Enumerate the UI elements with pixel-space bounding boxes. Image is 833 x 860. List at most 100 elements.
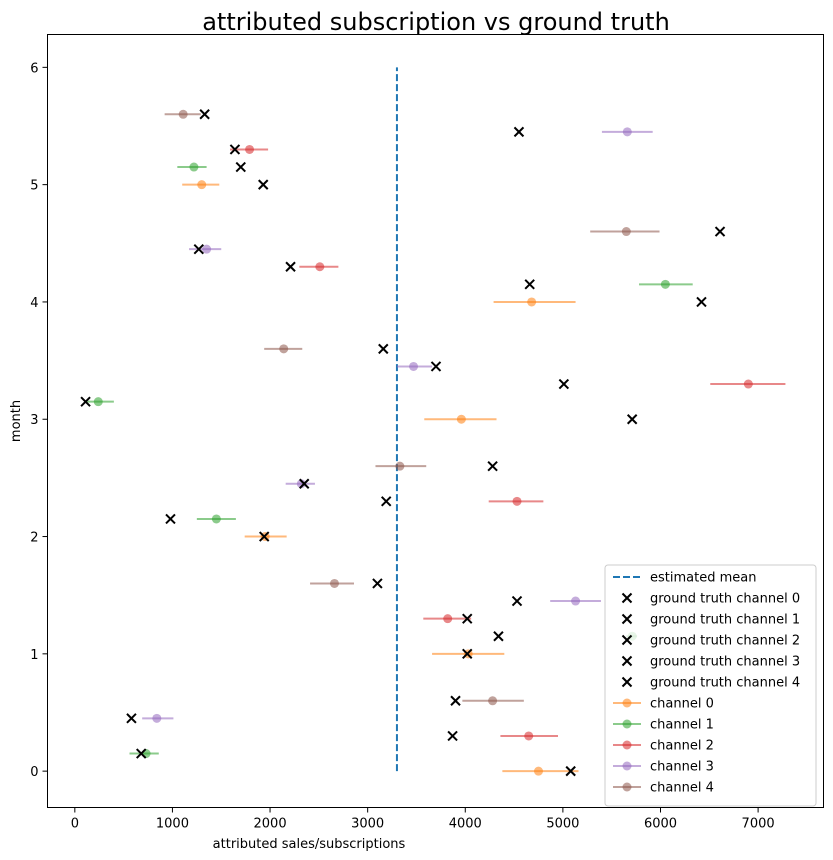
data-point: [743, 379, 753, 389]
legend-item: channel 4: [613, 781, 714, 796]
legend-marker: [622, 782, 632, 792]
ground-truth-marker: [462, 613, 473, 624]
data-point: [279, 344, 289, 354]
y-tick-label: 6: [30, 61, 38, 76]
legend-marker: [622, 761, 632, 771]
ground-truth-marker: [513, 126, 525, 138]
ground-truth-marker: [126, 713, 137, 724]
ground-truth-marker: [235, 161, 246, 173]
x-tick-label: 3000: [351, 817, 384, 832]
legend-item: channel 1: [613, 718, 714, 733]
ground-truth-marker: [430, 361, 442, 372]
y-tick-label: 3: [30, 413, 38, 428]
data-point: [533, 766, 543, 776]
x-axis-label: attributed sales/subscriptions: [213, 837, 406, 852]
legend-label: ground truth channel 4: [650, 676, 800, 691]
data-point: [296, 479, 306, 489]
ground-truth-marker: [299, 478, 310, 489]
x-tick-label: 6000: [644, 817, 677, 832]
series-channel-1: [86, 162, 693, 759]
legend-label: ground truth channel 3: [650, 655, 800, 670]
plot-frame: [47, 34, 824, 808]
ground-truth-marker: [380, 496, 392, 507]
legend-label: channel 2: [650, 739, 714, 754]
ground-truth-marker: [450, 695, 461, 706]
ground-truth-marker: [80, 396, 91, 407]
legend-label: ground truth channel 0: [650, 592, 800, 607]
x-tick-label: 2000: [254, 817, 287, 832]
ground-truth-marker: [462, 648, 473, 660]
ground-truth-marker: [493, 631, 504, 642]
data-point: [621, 227, 631, 237]
data-point: [211, 514, 221, 524]
ground-truth-marker: [378, 343, 389, 355]
legend-box: [604, 564, 817, 807]
series-channel-0: [182, 180, 579, 776]
legend-item: channel 3: [613, 760, 714, 775]
legend-item: ground truth channel 4: [621, 676, 800, 691]
ground-truth-marker: [372, 578, 383, 589]
data-point: [178, 109, 188, 119]
legend-label: channel 1: [650, 718, 714, 733]
x-tick-label: 7000: [742, 817, 775, 832]
x-tick-label: 0: [71, 817, 79, 832]
legend-label: ground truth channel 2: [650, 634, 800, 649]
ground-truth-marker: [565, 765, 576, 777]
data-point: [197, 180, 207, 190]
ground-truth-channel-1: [80, 161, 535, 759]
y-tick-label: 5: [30, 179, 38, 194]
ground-truth-channel-4: [199, 109, 726, 706]
legend-item: ground truth channel 2: [621, 634, 800, 649]
series-channel-4: [164, 109, 660, 706]
ground-truth-channel-3: [126, 126, 525, 724]
ground-truth-marker: [165, 513, 176, 525]
ground-truth-marker: [524, 279, 535, 290]
legend-marker: [621, 613, 633, 625]
ground-truth-marker: [487, 460, 498, 472]
x-tick-label: 4000: [449, 817, 482, 832]
legend-item: ground truth channel 1: [621, 613, 800, 628]
y-tick-label: 4: [30, 296, 38, 311]
legend-item: ground truth channel 3: [621, 655, 800, 670]
legend-item: estimated mean: [613, 571, 756, 586]
legend-marker: [621, 676, 633, 688]
ground-truth-marker: [558, 378, 570, 390]
data-point: [93, 397, 103, 407]
y-axis: 0 1 2 3 4 5 6: [30, 61, 48, 780]
ground-truth-marker: [626, 414, 638, 425]
legend-marker: [622, 698, 632, 708]
data-point: [395, 461, 405, 471]
chart-title: attributed subscription vs ground truth: [202, 8, 670, 36]
series-channel-3: [142, 127, 653, 723]
data-point: [315, 262, 325, 272]
data-point: [409, 361, 419, 371]
legend-item: channel 0: [613, 697, 714, 712]
plot-area: [80, 67, 786, 777]
data-point: [524, 731, 534, 741]
legend-label: channel 3: [650, 760, 714, 775]
data-point: [456, 414, 466, 424]
data-point: [152, 713, 162, 723]
legend-label: estimated mean: [650, 571, 756, 586]
ground-truth-marker: [285, 261, 296, 272]
ground-truth-marker: [199, 109, 210, 120]
legend: estimated mean ground truth channel 0 grou…: [604, 564, 817, 807]
ground-truth-marker: [258, 179, 269, 190]
x-tick-label: 1000: [156, 817, 189, 832]
ground-truth-marker: [193, 243, 205, 255]
ground-truth-marker: [229, 144, 241, 155]
data-point: [488, 696, 498, 706]
legend-marker: [621, 592, 633, 604]
x-axis: 0 1000 2000 3000 4000 5000 6000 7000: [71, 807, 775, 832]
data-point: [660, 279, 670, 289]
ground-truth-marker: [135, 748, 147, 759]
legend-marker: [621, 655, 633, 667]
ground-truth-marker: [447, 730, 458, 742]
ground-truth-marker: [511, 595, 523, 607]
data-point: [443, 614, 453, 624]
y-tick-label: 1: [30, 648, 38, 663]
legend-label: ground truth channel 1: [650, 613, 800, 628]
legend-marker: [622, 719, 632, 729]
data-point: [329, 578, 339, 588]
